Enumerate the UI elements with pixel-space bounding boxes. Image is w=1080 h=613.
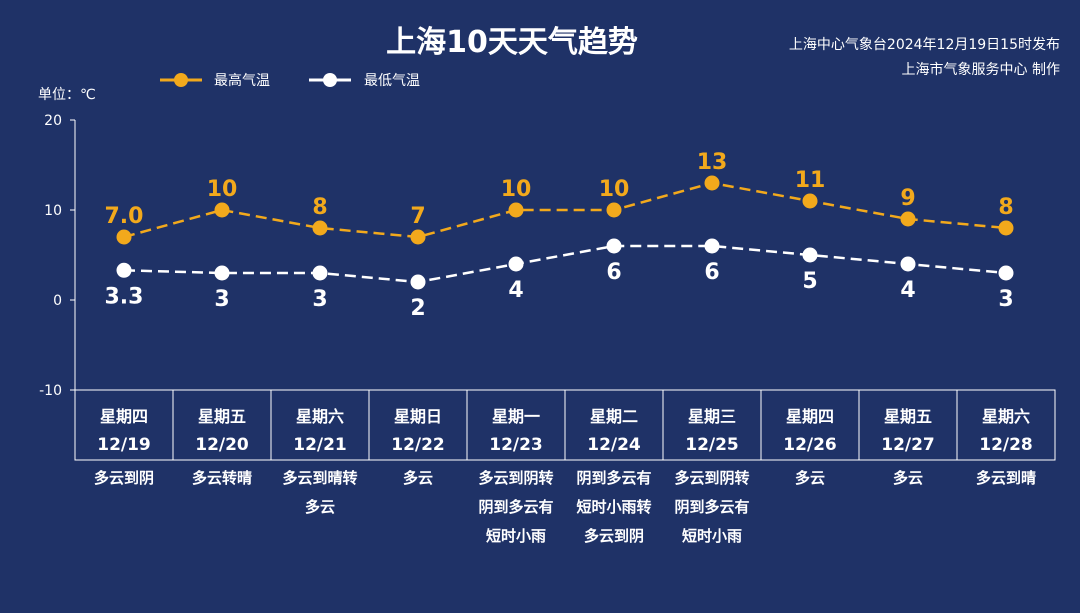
high-temp-label: 7.0: [105, 204, 144, 229]
high-temp-point: [802, 193, 818, 209]
chart-title: 上海10天天气趋势: [386, 25, 638, 60]
high-temp-label: 7: [410, 204, 425, 229]
weather-text: 多云到晴: [976, 469, 1036, 487]
weather-text: 多云转晴: [192, 469, 252, 487]
high-temp-point: [998, 220, 1014, 236]
low-temp-line: [123, 244, 1007, 284]
date-label: 12/27: [881, 435, 935, 455]
high-temp-point: [116, 229, 132, 245]
high-temp-label: 10: [207, 177, 238, 202]
y-ticks: 20 10 0 -10: [39, 113, 75, 399]
series-points: [116, 175, 1014, 290]
weather-text: 多云到阴: [584, 527, 644, 545]
weather-text: 短时小雨: [486, 527, 546, 545]
unit-label: 单位：℃: [38, 87, 96, 103]
weather-text: 阴到多云有: [576, 469, 651, 487]
weather-text: 多云: [403, 469, 433, 487]
legend-low-marker: [323, 73, 337, 87]
low-temp-label: 3: [312, 287, 327, 312]
low-temp-label: 4: [900, 278, 915, 303]
high-temp-point: [606, 202, 622, 218]
high-temp-label: 9: [900, 186, 915, 211]
high-temp-label: 10: [501, 177, 532, 202]
y-tick-label: 10: [44, 203, 62, 219]
column-dividers: [172, 390, 958, 460]
weekday-label: 星期日: [394, 407, 442, 426]
date-label: 12/19: [97, 435, 151, 455]
weather-text: 多云: [893, 469, 923, 487]
issuer-line-1: 上海中心气象台2024年12月19日15时发布: [789, 37, 1060, 53]
low-temp-label: 3: [998, 287, 1013, 312]
low-temp-point: [116, 262, 132, 278]
high-temp-label: 8: [998, 195, 1013, 220]
high-temp-label: 8: [312, 195, 327, 220]
weekday-label: 星期四: [786, 407, 834, 426]
high-temp-label: 10: [599, 177, 630, 202]
y-tick-label: 0: [53, 293, 62, 309]
issuer-line-2: 上海市气象服务中心 制作: [902, 61, 1060, 78]
x-labels: 星期四12/19多云到阴星期五12/20多云转晴星期六12/21多云到晴转多云星…: [94, 407, 1036, 545]
low-temp-label: 2: [410, 296, 425, 321]
weather-text: 阴到多云有: [478, 498, 553, 516]
legend-low-label: 最低气温: [364, 73, 420, 89]
series-lines: [123, 181, 1007, 284]
legend-high-label: 最高气温: [214, 72, 270, 89]
low-temp-label: 6: [704, 260, 719, 285]
low-temp-label: 3.3: [105, 284, 144, 309]
weather-text: 阴到多云有: [674, 498, 749, 516]
low-temp-label: 3: [214, 287, 229, 312]
high-temp-point: [410, 229, 426, 245]
date-label: 12/23: [489, 435, 543, 455]
weather-text: 多云到阴转: [478, 469, 553, 487]
date-label: 12/28: [979, 435, 1033, 455]
date-label: 12/22: [391, 435, 445, 455]
high-temp-point: [312, 220, 328, 236]
low-temp-point: [214, 265, 230, 281]
weekday-label: 星期五: [884, 407, 932, 426]
high-temp-point: [704, 175, 720, 191]
low-temp-point: [998, 265, 1014, 281]
low-temp-label: 5: [802, 269, 817, 294]
date-label: 12/20: [195, 435, 249, 455]
date-label: 12/24: [587, 435, 641, 455]
legend: 最高气温 最低气温: [160, 72, 420, 89]
weekday-label: 星期六: [296, 407, 344, 426]
weather-text: 多云到阴: [94, 469, 154, 487]
weather-text: 多云: [795, 469, 825, 487]
high-temp-point: [900, 211, 916, 227]
value-labels: 7.0 10 8 7 10 10 13 11 9 8 3.3 3 3 2 4 6 6 5 4 3: [105, 150, 1014, 321]
low-temp-point: [606, 238, 622, 254]
weather-text: 短时小雨: [682, 527, 742, 545]
weather-text: 短时小雨转: [576, 498, 651, 516]
low-temp-point: [704, 238, 720, 254]
date-label: 12/26: [783, 435, 837, 455]
high-temp-point: [508, 202, 524, 218]
low-temp-point: [312, 265, 328, 281]
weekday-label: 星期四: [100, 407, 148, 426]
low-temp-point: [410, 274, 426, 290]
high-temp-line: [123, 181, 1007, 239]
weekday-label: 星期一: [492, 407, 540, 426]
date-label: 12/25: [685, 435, 739, 455]
low-temp-point: [508, 256, 524, 272]
low-temp-point: [900, 256, 916, 272]
date-label: 12/21: [293, 435, 347, 455]
low-temp-label: 4: [508, 278, 523, 303]
low-temp-point: [802, 247, 818, 263]
weekday-label: 星期二: [590, 407, 638, 426]
high-temp-label: 11: [795, 168, 826, 193]
low-temp-label: 6: [606, 260, 621, 285]
weather-text: 多云到晴转: [282, 469, 357, 487]
weather-text: 多云: [305, 498, 335, 516]
high-temp-point: [214, 202, 230, 218]
high-temp-label: 13: [697, 150, 728, 175]
weather-text: 多云到阴转: [674, 469, 749, 487]
weekday-label: 星期五: [198, 407, 246, 426]
y-tick-label: -10: [39, 383, 62, 399]
y-tick-label: 20: [44, 113, 62, 129]
weekday-label: 星期三: [688, 407, 736, 426]
weekday-label: 星期六: [982, 407, 1030, 426]
legend-high-marker: [174, 73, 188, 87]
